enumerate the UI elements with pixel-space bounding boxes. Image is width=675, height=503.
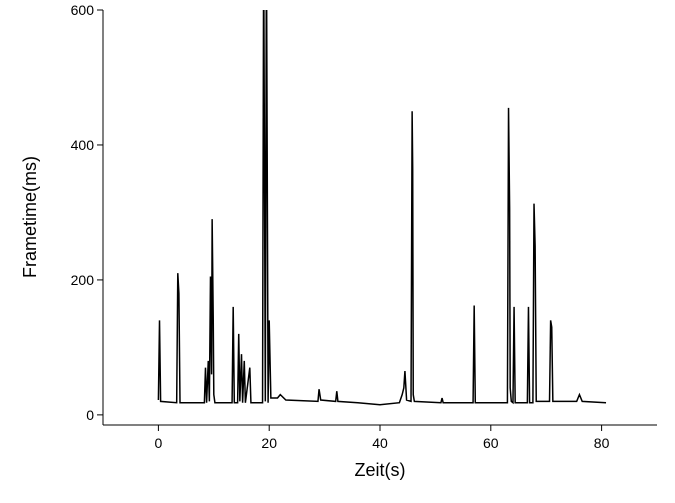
x-tick-label: 80 [594,435,610,451]
y-axis-label: Frametime(ms) [20,156,40,278]
x-tick-label: 40 [372,435,388,451]
y-tick-label: 400 [71,137,95,153]
x-tick-label: 0 [155,435,163,451]
y-tick-label: 200 [71,272,95,288]
y-tick-label: 600 [71,2,95,18]
y-tick-label: 0 [86,407,94,423]
data-line [157,10,607,406]
x-tick-label: 60 [483,435,499,451]
x-tick-label: 20 [261,435,277,451]
x-axis-label: Zeit(s) [355,460,406,480]
